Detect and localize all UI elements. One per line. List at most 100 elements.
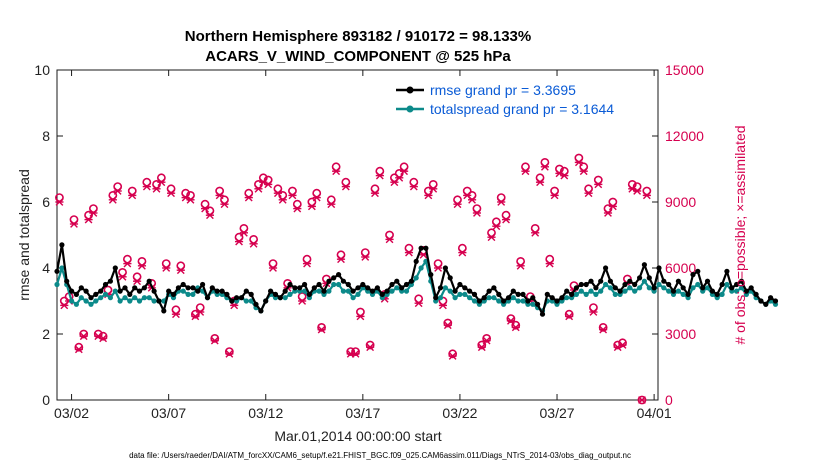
rmse-point	[573, 285, 580, 291]
obs-possible-marker	[365, 340, 375, 350]
rmse-point	[418, 245, 424, 251]
rmse-point	[190, 285, 196, 291]
y-axis-label-right: # of obs: o=possible; ×=assimilated	[732, 125, 748, 344]
rmse-point	[637, 275, 643, 281]
rmse-point	[496, 291, 502, 297]
right-tick-label: 0	[665, 392, 673, 408]
rmse-point	[224, 291, 230, 297]
obs-possible-marker	[564, 309, 574, 319]
totalspread-point	[637, 285, 643, 291]
x-tick-label: 03/22	[442, 405, 477, 421]
obs-assimilated-marker	[167, 189, 176, 198]
totalspread-point	[287, 291, 293, 297]
totalspread-point	[185, 291, 191, 297]
rmse-point	[515, 291, 521, 297]
obs-assimilated-marker	[152, 184, 161, 193]
obs-assimilated-marker	[603, 209, 613, 217]
obs-assimilated-marker	[225, 349, 234, 358]
obs-assimilated-marker	[511, 323, 520, 332]
rmse-point	[243, 288, 249, 294]
x-tick-label: 03/12	[248, 405, 283, 421]
totalspread-point	[355, 291, 361, 297]
obs-possible-marker	[210, 333, 220, 343]
rmse-point	[98, 288, 104, 294]
totalspread-point	[122, 295, 128, 301]
rmse-point	[379, 291, 385, 297]
legend-rmse-label: rmse grand pr = 3.3695	[430, 82, 576, 98]
rmse-point	[709, 288, 716, 294]
left-tick-label: 2	[42, 326, 50, 342]
rmse-point	[632, 281, 638, 288]
rmse-point	[481, 295, 487, 301]
rmse-point	[428, 272, 434, 278]
totalspread-point	[598, 288, 604, 294]
totalspread-point	[583, 291, 589, 297]
totalspread-point	[248, 298, 254, 304]
totalspread-point	[695, 281, 701, 288]
obs-assimilated-marker	[594, 180, 603, 189]
chart-title-line1: Northern Hemisphere 893182 / 910172 = 98…	[185, 28, 531, 45]
rmse-point	[107, 278, 113, 284]
rmse-point	[331, 275, 337, 281]
obs-assimilated-marker	[506, 316, 515, 325]
rmse-point	[340, 278, 346, 284]
obs-assimilated-marker	[312, 193, 321, 202]
rmse-point	[253, 301, 259, 307]
rmse-point	[209, 285, 215, 291]
obs-assimilated-marker	[477, 343, 486, 352]
rmse-point	[505, 295, 512, 301]
rmse-point	[112, 265, 118, 271]
totalspread-point	[59, 265, 65, 271]
rmse-point	[627, 278, 633, 284]
obs-assimilated-marker	[317, 325, 326, 334]
obs-assimilated-marker	[633, 187, 642, 195]
right-axis: 0 3000 6000 9000 12000 15000	[652, 62, 704, 408]
obs-possible-marker	[618, 338, 627, 348]
obs-assimilated-marker	[550, 191, 559, 200]
obs-assimilated-marker	[487, 233, 496, 242]
rmse-point	[738, 278, 745, 284]
rmse-point	[617, 288, 623, 294]
obs-assimilated-marker	[472, 209, 482, 217]
x-axis: 03/02 03/07 03/12 03/17 03/22 03/27 04/01	[54, 70, 672, 421]
obs-possible-marker	[93, 329, 103, 339]
rmse-point	[136, 288, 143, 294]
obs-assimilated-marker	[497, 198, 506, 206]
rmse-point	[753, 291, 759, 297]
obs-possible-marker	[477, 340, 487, 350]
rmse-point	[277, 295, 283, 301]
rmse-point	[214, 288, 220, 294]
obs-assimilated-marker	[268, 264, 278, 272]
rmse-point	[219, 288, 225, 294]
obs-assimilated-marker	[327, 200, 336, 209]
rmse-point	[122, 285, 128, 291]
rmse-point	[501, 298, 507, 304]
obs-assimilated-marker	[404, 248, 414, 257]
totalspread-point	[112, 288, 118, 294]
rmse-point	[93, 291, 99, 297]
obs-assimilated-marker	[409, 182, 418, 191]
totalspread-point	[302, 288, 308, 294]
legend-rmse-marker	[406, 86, 414, 94]
totalspread-point	[403, 288, 410, 294]
obs-assimilated-marker	[341, 182, 350, 191]
obs-assimilated-marker	[395, 173, 404, 182]
rmse-point	[326, 278, 332, 284]
rmse-point	[389, 281, 395, 288]
rmse-point	[200, 281, 206, 288]
totalspread-point	[132, 295, 138, 301]
totalspread-point	[646, 285, 652, 291]
rmse-point	[588, 278, 594, 284]
obs-assimilated-marker	[99, 334, 108, 343]
obs-possible-marker	[506, 314, 516, 323]
obs-assimilated-marker	[540, 162, 549, 171]
totalspread-point	[98, 295, 104, 301]
rmse-point	[234, 295, 240, 301]
rmse-point	[763, 301, 769, 307]
obs-assimilated-marker	[501, 215, 511, 224]
totalspread-point	[326, 288, 332, 294]
x-tick-label: 03/27	[540, 405, 575, 421]
obs-assimilated-marker	[599, 325, 608, 334]
totalspread-point	[117, 298, 123, 304]
rmse-point	[700, 285, 706, 291]
